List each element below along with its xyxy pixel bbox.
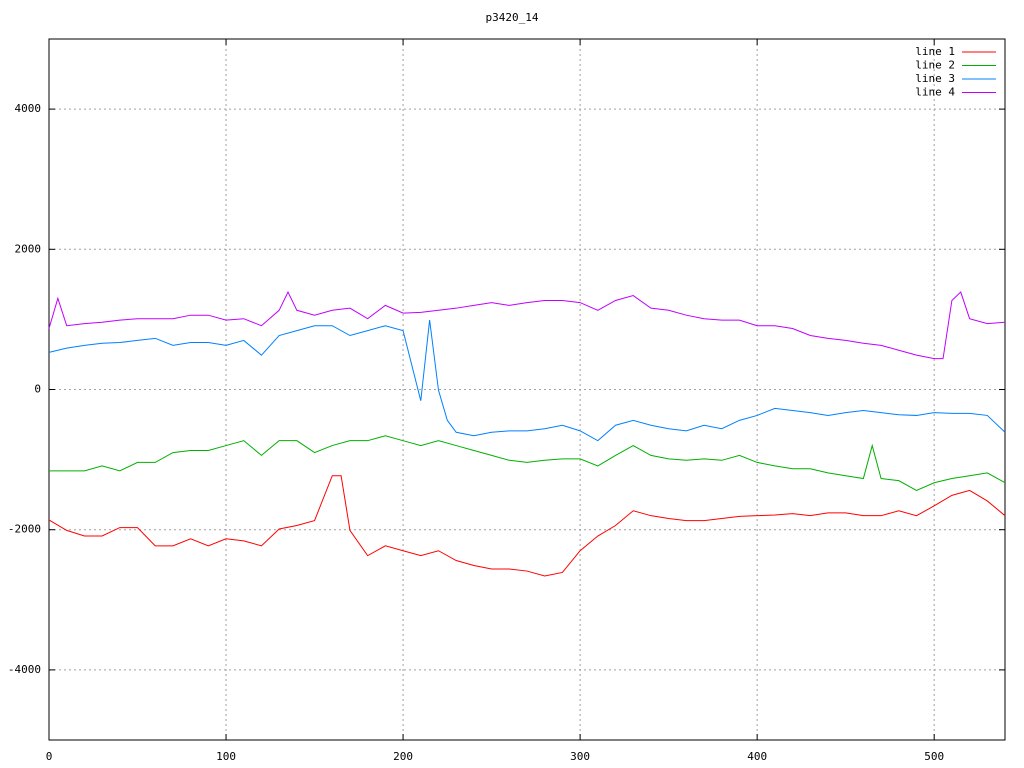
x-tick-label: 0 [46,750,53,763]
x-tick-label: 300 [570,750,590,763]
x-tick-label: 200 [393,750,413,763]
plot-border [48,38,1006,741]
y-tick-label: 0 [34,383,41,396]
x-tick-label: 400 [747,750,767,763]
legend-label: line 3 [915,72,955,85]
y-tick-label: -4000 [8,663,41,676]
series-line [49,435,1006,492]
series-line [48,475,1006,577]
legend-label: line 1 [915,45,955,58]
y-tick-label: -2000 [8,523,41,536]
series-line [48,320,1006,442]
legend-label: line 2 [915,59,955,72]
y-tick-label: 4000 [15,102,42,115]
legend-label: line 4 [915,86,955,99]
x-tick-label: 500 [924,750,944,763]
x-tick-label: 100 [216,750,236,763]
series-line [48,290,1006,360]
chart-title: p3420_14 [486,11,539,24]
y-tick-label: 2000 [15,242,42,255]
